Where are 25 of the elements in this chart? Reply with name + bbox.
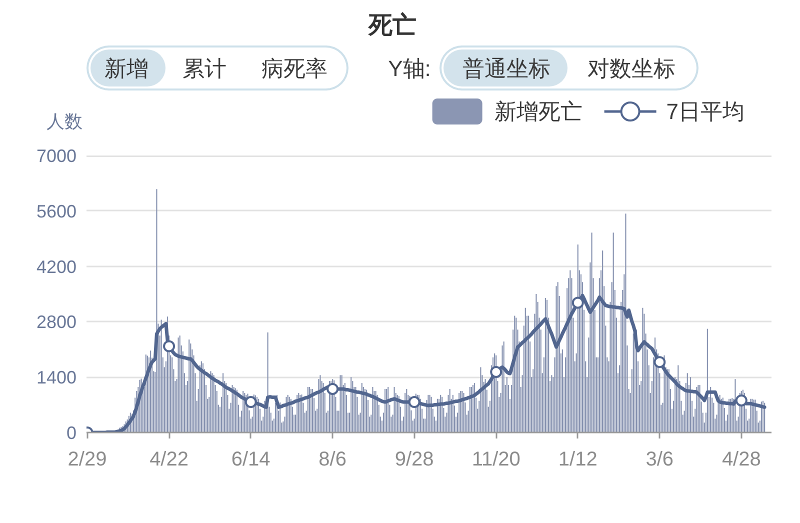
- text: 普通坐标: [462, 56, 550, 81]
- text: 病死率: [262, 56, 328, 81]
- text: Y轴:: [388, 56, 431, 81]
- text: 对数坐标: [588, 56, 676, 81]
- y-axis-title: 人数: [46, 112, 82, 132]
- x-tick-label: 9/28: [394, 448, 434, 470]
- x-tick-label: 6/14: [231, 448, 270, 470]
- text: 新增: [104, 56, 148, 81]
- x-tick-label: 1/12: [558, 448, 598, 470]
- text: 累计: [182, 56, 226, 81]
- legend-label: 新增死亡: [494, 99, 582, 124]
- y-tick-label: 5600: [36, 201, 77, 222]
- y-tick-label: 0: [66, 423, 77, 443]
- chart-title: 死亡: [368, 11, 416, 39]
- x-tick-label: 4/22: [150, 448, 189, 470]
- y-tick-label: 1400: [36, 368, 77, 388]
- x-tick-label: 2/29: [68, 448, 107, 470]
- y-tick-label: 2800: [36, 312, 77, 332]
- y-tick-label: 4200: [36, 256, 77, 277]
- x-tick-label: 11/20: [472, 448, 520, 470]
- x-tick-label: 4/28: [722, 448, 761, 470]
- x-tick-label: 3/6: [646, 448, 674, 470]
- legend-label: 7日平均: [666, 99, 745, 124]
- y-tick-label: 7000: [36, 146, 77, 166]
- x-tick-label: 8/6: [318, 448, 346, 470]
